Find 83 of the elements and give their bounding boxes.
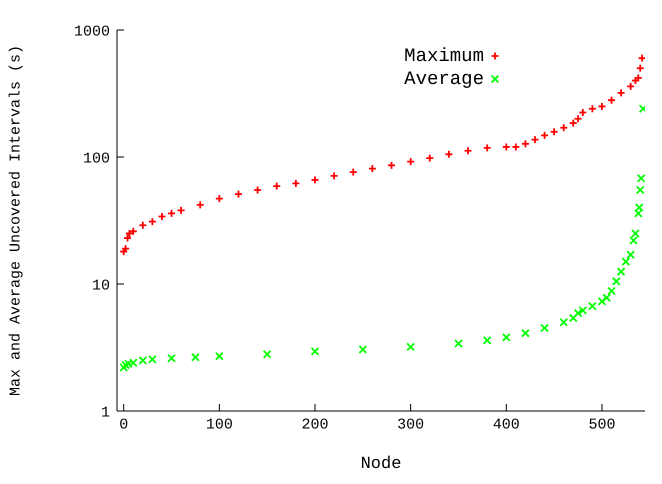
point	[607, 96, 616, 105]
point	[588, 104, 597, 114]
point	[530, 135, 540, 144]
legend-label: Average	[403, 68, 484, 90]
point	[138, 220, 148, 230]
x-axis-title: Node	[360, 455, 402, 474]
x-tick-label: 500	[588, 416, 616, 434]
point	[559, 318, 568, 327]
point	[540, 130, 549, 140]
point	[502, 142, 511, 152]
point	[176, 206, 186, 215]
y-tick-label: 10	[92, 277, 110, 294]
point	[158, 212, 166, 221]
point	[636, 186, 645, 194]
point	[253, 186, 262, 194]
point	[626, 82, 636, 91]
point	[502, 332, 511, 342]
y-tick-label: 1000	[74, 23, 110, 40]
point	[612, 276, 621, 286]
point	[191, 352, 200, 362]
point	[559, 123, 568, 132]
point	[602, 293, 612, 302]
point	[234, 190, 243, 199]
point	[629, 236, 638, 245]
point	[574, 114, 582, 124]
point	[214, 352, 224, 361]
point	[607, 286, 616, 296]
x-tick-label: 0	[119, 416, 128, 434]
point	[550, 127, 559, 136]
point	[444, 150, 454, 159]
point	[634, 208, 643, 218]
y-axis-title: Max and Average Uncovered Intervals (s)	[7, 44, 24, 396]
x-tick-label: 300	[397, 416, 424, 434]
point	[464, 146, 472, 156]
point	[123, 234, 132, 242]
point	[387, 160, 396, 170]
point	[598, 296, 606, 306]
point	[167, 208, 176, 218]
x-tick-label: 200	[301, 416, 329, 434]
point	[568, 118, 578, 128]
point	[425, 154, 434, 163]
point	[634, 203, 644, 212]
point	[521, 328, 530, 338]
point	[167, 354, 176, 363]
point	[568, 314, 578, 322]
legend-label: Maximum	[403, 44, 484, 66]
point	[616, 88, 626, 98]
point	[310, 176, 320, 184]
point	[631, 76, 640, 85]
point	[406, 342, 416, 352]
point	[148, 217, 157, 226]
point	[636, 174, 645, 183]
point	[621, 257, 630, 266]
point	[540, 324, 549, 332]
point	[330, 171, 339, 180]
point	[406, 157, 416, 166]
point	[634, 73, 643, 82]
point	[626, 250, 636, 260]
point	[119, 363, 128, 372]
point	[521, 139, 530, 148]
x-tick-label: 400	[492, 416, 520, 434]
y-tick-label: 1	[100, 404, 110, 422]
point	[368, 164, 377, 174]
point	[291, 178, 300, 188]
point	[196, 200, 205, 210]
point	[348, 168, 358, 177]
point	[578, 108, 588, 117]
point	[631, 229, 640, 238]
point	[454, 339, 463, 348]
point	[588, 302, 597, 310]
point	[482, 143, 492, 152]
point	[598, 102, 606, 111]
point	[262, 350, 272, 359]
point	[636, 64, 645, 73]
point	[272, 182, 282, 190]
point	[214, 194, 224, 204]
x-tick-label: 100	[206, 416, 233, 434]
point	[358, 345, 368, 354]
y-tick-label: 100	[82, 150, 110, 168]
point	[511, 142, 520, 152]
point	[616, 267, 626, 276]
point	[482, 336, 492, 345]
point	[310, 346, 320, 356]
